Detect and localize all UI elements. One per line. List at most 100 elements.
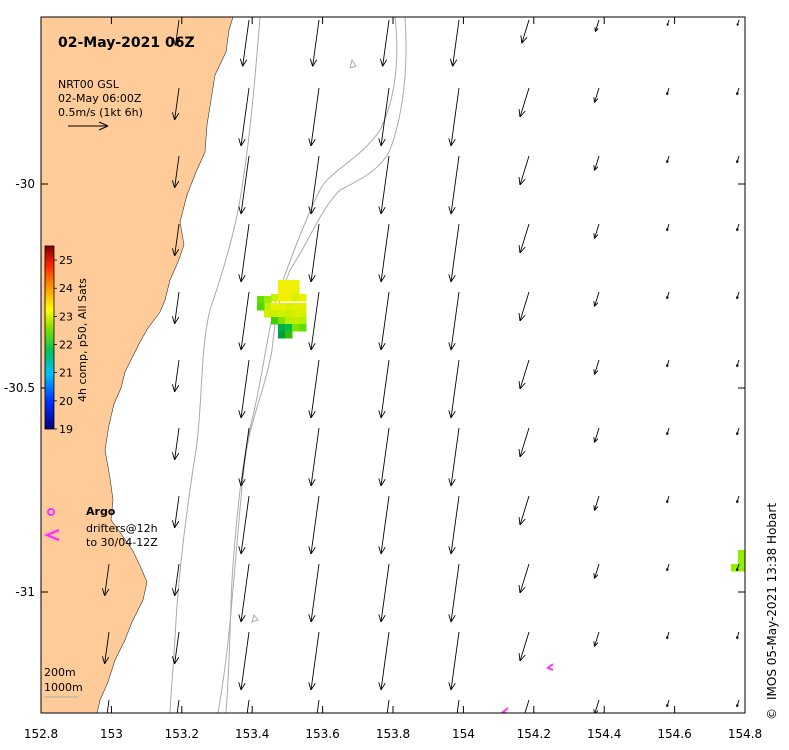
current-arrow bbox=[238, 223, 250, 283]
contour-label-1000m: 1000m bbox=[44, 681, 83, 694]
current-arrow bbox=[593, 495, 600, 511]
x-tick-label: 153.2 bbox=[165, 727, 199, 741]
current-arrow bbox=[518, 563, 530, 594]
colorbar-tick-label: 24 bbox=[59, 282, 73, 295]
current-arrow bbox=[308, 87, 320, 147]
current-arrow bbox=[736, 495, 740, 504]
current-arrow bbox=[378, 87, 390, 147]
current-arrow bbox=[736, 87, 740, 96]
current-arrow bbox=[379, 19, 390, 67]
argo-marker-icon bbox=[47, 508, 55, 516]
current-arrow bbox=[171, 631, 180, 665]
current-arrow bbox=[593, 291, 600, 307]
current-arrow bbox=[593, 631, 600, 647]
current-arrow bbox=[238, 291, 250, 351]
colorbar-tick-label: 19 bbox=[59, 423, 73, 436]
current-arrow bbox=[518, 87, 530, 118]
current-arrow bbox=[308, 495, 320, 555]
sst-patch bbox=[257, 280, 745, 572]
current-arrow bbox=[736, 563, 740, 572]
current-arrow bbox=[448, 495, 460, 555]
current-arrow bbox=[171, 359, 180, 393]
contour-200m bbox=[169, 17, 261, 713]
current-arrow bbox=[238, 359, 250, 419]
y-tick-label: -30.5 bbox=[4, 381, 35, 395]
current-arrow bbox=[171, 155, 180, 189]
current-arrow bbox=[666, 155, 670, 164]
current-arrow bbox=[238, 631, 250, 691]
current-arrow bbox=[456, 699, 460, 713]
current-arrow bbox=[309, 19, 320, 67]
current-arrow bbox=[238, 563, 250, 623]
current-arrow bbox=[101, 563, 110, 597]
current-arrow bbox=[736, 359, 740, 368]
current-arrow bbox=[736, 427, 740, 436]
credit-copyright-symbol: © bbox=[765, 708, 779, 720]
current-arrow bbox=[308, 223, 320, 283]
current-arrow bbox=[378, 563, 390, 623]
current-arrow bbox=[518, 427, 530, 458]
current-arrow bbox=[666, 87, 670, 96]
current-arrow bbox=[593, 563, 600, 579]
colorbar-tick-label: 20 bbox=[59, 395, 73, 408]
x-tick-label: 154.4 bbox=[587, 727, 621, 741]
current-arrow bbox=[736, 223, 740, 232]
land-mass bbox=[41, 17, 234, 713]
y-axis: -30 -30.5 -31 bbox=[4, 177, 745, 599]
contour-seamount bbox=[349, 58, 357, 69]
current-vectors bbox=[101, 19, 740, 713]
current-arrow bbox=[378, 223, 390, 283]
argo-label: Argo bbox=[86, 505, 116, 518]
current-arrow bbox=[238, 495, 250, 555]
current-arrow bbox=[666, 631, 670, 640]
y-tick-label: -31 bbox=[15, 585, 35, 599]
current-arrow bbox=[518, 495, 530, 526]
current-arrow bbox=[518, 359, 530, 390]
current-arrow bbox=[520, 19, 530, 44]
current-arrow bbox=[518, 631, 530, 662]
drifter-chevron-icon bbox=[546, 663, 554, 671]
current-arrow bbox=[238, 155, 250, 215]
current-arrow bbox=[171, 291, 180, 325]
current-arrow bbox=[238, 87, 250, 147]
current-arrow bbox=[524, 699, 530, 713]
current-arrow bbox=[736, 631, 740, 640]
current-arrow bbox=[308, 291, 320, 351]
current-arrow bbox=[593, 155, 600, 171]
colorbar-ticks: 25 24 23 22 21 20 19 bbox=[54, 254, 73, 436]
contour-seamount-2 bbox=[251, 613, 259, 623]
current-arrow bbox=[449, 19, 460, 67]
current-source-line1: NRT00 GSL bbox=[58, 78, 120, 91]
current-arrow bbox=[518, 155, 530, 186]
current-arrow bbox=[593, 223, 600, 239]
colorbar-tick-label: 25 bbox=[59, 254, 73, 267]
current-arrow bbox=[171, 495, 180, 529]
current-arrow bbox=[246, 699, 250, 713]
drifter-chevron-icon bbox=[43, 528, 60, 542]
x-tick-label: 153.8 bbox=[376, 727, 410, 741]
current-arrow bbox=[448, 223, 460, 283]
current-arrow bbox=[666, 495, 670, 504]
current-arrow bbox=[308, 427, 320, 487]
current-arrow bbox=[666, 19, 670, 26]
current-arrow bbox=[378, 359, 390, 419]
current-arrow bbox=[308, 359, 320, 419]
current-arrow bbox=[171, 427, 180, 461]
y-tick-label: -30 bbox=[15, 177, 35, 191]
x-tick-label: 154.8 bbox=[728, 727, 762, 741]
current-arrow bbox=[176, 699, 180, 713]
current-source-line2: 02-May 06:00Z bbox=[58, 92, 142, 105]
colorbar bbox=[44, 245, 55, 430]
current-arrow bbox=[594, 19, 600, 32]
current-arrow bbox=[448, 87, 460, 147]
current-arrow bbox=[736, 699, 740, 708]
x-tick-label: 154 bbox=[452, 727, 475, 741]
map-title: 02-May-2021 06Z bbox=[58, 35, 195, 51]
current-arrow bbox=[593, 87, 600, 103]
current-arrow bbox=[378, 427, 390, 487]
current-arrow bbox=[593, 359, 600, 375]
imos-credit: IMOS 05-May-2021 13:38 Hobart bbox=[765, 503, 779, 700]
x-tick-label: 153.4 bbox=[235, 727, 269, 741]
current-arrow bbox=[378, 631, 390, 691]
x-tick-label: 153 bbox=[100, 727, 123, 741]
